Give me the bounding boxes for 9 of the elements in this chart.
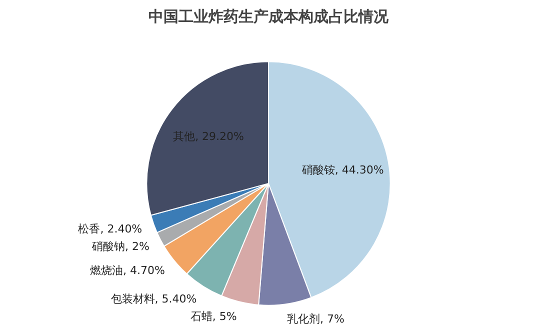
slice-label: 包装材料, 5.40%	[110, 292, 197, 306]
slice-label: 硝酸钠, 2%	[91, 240, 150, 253]
slice-label: 乳化剂, 7%	[286, 312, 344, 326]
slice-label: 硝酸铵, 44.30%	[300, 163, 384, 176]
chart-title: 中国工业炸药生产成本构成占比情况	[148, 8, 390, 26]
slice-label: 石蜡, 5%	[190, 310, 237, 323]
slice-label: 其他, 29.20%	[173, 130, 244, 144]
slice-label: 松香, 2.40%	[78, 222, 142, 236]
slice-label: 燃烧油, 4.70%	[90, 264, 165, 277]
